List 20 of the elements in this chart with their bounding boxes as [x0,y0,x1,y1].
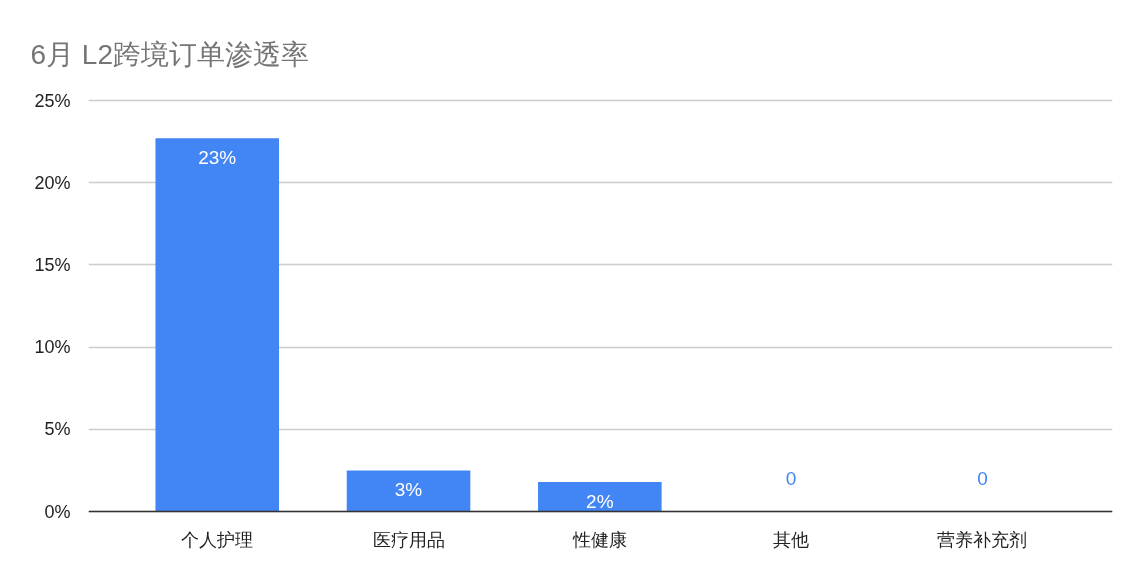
y-tick-label: 15% [34,254,71,275]
data-label: 23% [198,147,237,169]
y-tick-label: 5% [44,419,71,440]
x-tick-label: 性健康 [571,529,627,550]
y-tick-label: 25% [34,90,71,111]
bar [538,481,662,512]
y-tick-label: 10% [34,337,71,358]
data-label: 0 [785,467,797,489]
y-tick-label: 0% [44,501,71,522]
data-label: 0 [977,467,988,489]
data-label: 2% [586,490,614,512]
data-label: 3% [394,479,423,501]
x-tick-label: 营养补充剂 [937,529,1028,550]
x-tick-label: 其他 [773,529,810,550]
chart-title: 6月 L2跨境订单渗透率 [30,39,309,70]
bar [346,470,471,512]
bar [155,138,280,512]
y-tick-label: 20% [34,172,71,193]
x-tick-label: 医疗用品 [372,529,445,550]
x-tick-label: 个人护理 [181,529,254,550]
